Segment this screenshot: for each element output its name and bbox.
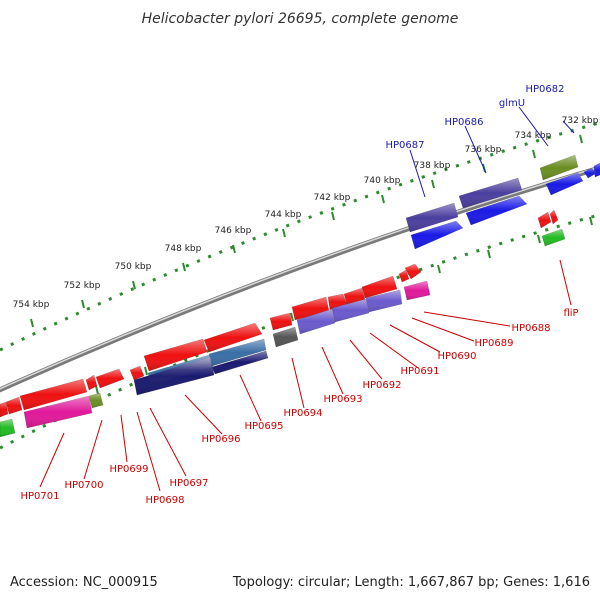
inner-tick-mark bbox=[144, 366, 148, 376]
gene-shade bbox=[366, 290, 402, 312]
gene-shade bbox=[538, 212, 551, 228]
gene-shade bbox=[273, 327, 298, 347]
gene-shade bbox=[270, 313, 292, 330]
label-hp0682: HP0682 bbox=[526, 84, 565, 95]
inner-tick-mark bbox=[537, 234, 541, 244]
label-flip: fliP bbox=[563, 308, 578, 319]
gene-shade bbox=[134, 357, 214, 395]
gene-shade bbox=[130, 366, 144, 380]
tick-label: 740 kbp bbox=[364, 176, 401, 186]
tick-label: 746 kbp bbox=[215, 226, 252, 236]
gene-shade bbox=[540, 155, 578, 180]
tick-label: 752 kbp bbox=[64, 281, 101, 291]
tick-mark bbox=[282, 228, 286, 238]
tick-mark bbox=[431, 179, 435, 189]
tick-mark bbox=[532, 149, 536, 159]
gene-shade bbox=[406, 203, 458, 232]
accession-text: Accession: NC_000915 bbox=[10, 575, 158, 590]
gene-shade bbox=[96, 369, 124, 388]
tick-label: 734 kbp bbox=[515, 131, 552, 141]
tick-label: 732 kbp bbox=[562, 116, 599, 126]
gene-shade bbox=[362, 276, 397, 298]
gene-shade bbox=[212, 351, 268, 374]
gene-shade bbox=[546, 173, 583, 195]
tick-mark bbox=[30, 318, 34, 328]
gene-shade bbox=[24, 396, 92, 428]
gene-shade bbox=[405, 264, 421, 279]
label-hp0697: HP0697 bbox=[170, 478, 209, 489]
label-hp0694: HP0694 bbox=[284, 408, 323, 419]
inner-dotted-track bbox=[0, 213, 600, 450]
label-hp0695: HP0695 bbox=[245, 421, 284, 432]
tick-label: 738 kbp bbox=[414, 161, 451, 171]
tick-mark bbox=[381, 194, 385, 204]
gene-shade bbox=[411, 221, 463, 249]
tick-label: 742 kbp bbox=[314, 193, 351, 203]
tick-mark bbox=[132, 280, 136, 290]
gene-shade bbox=[297, 309, 335, 334]
label-hp0698: HP0698 bbox=[146, 495, 185, 506]
gene-shade bbox=[332, 299, 369, 322]
label-hp0688: HP0688 bbox=[512, 323, 551, 334]
label-glmu: glmU bbox=[499, 98, 525, 109]
tick-label: 750 kbp bbox=[115, 262, 152, 272]
inner-tick-mark bbox=[437, 264, 441, 274]
inner-tick-mark bbox=[589, 216, 593, 226]
genome-backbone bbox=[0, 165, 600, 393]
label-hp0699: HP0699 bbox=[110, 464, 149, 475]
gene-shade bbox=[404, 281, 430, 300]
tick-mark bbox=[579, 134, 583, 144]
label-hp0687: HP0687 bbox=[386, 140, 425, 151]
label-hp0692: HP0692 bbox=[363, 380, 402, 391]
inner-tick-mark bbox=[95, 385, 99, 395]
tick-label: 736 kbp bbox=[465, 145, 502, 155]
gene-shade bbox=[584, 168, 595, 178]
gene-shade bbox=[6, 397, 22, 414]
genome-summary-text: Topology: circular; Length: 1,667,867 bp… bbox=[232, 575, 590, 590]
inner-tick-mark bbox=[290, 312, 294, 322]
gene-shade bbox=[89, 393, 103, 408]
label-hp0693: HP0693 bbox=[324, 394, 363, 405]
tick-mark bbox=[182, 262, 186, 272]
gene-shade bbox=[0, 402, 8, 417]
gene-shade bbox=[594, 163, 600, 177]
tick-mark bbox=[331, 211, 335, 221]
gene-shade bbox=[542, 229, 565, 246]
gene-shade bbox=[204, 323, 262, 352]
gene-shade bbox=[399, 270, 409, 282]
tick-mark bbox=[81, 299, 85, 309]
map-title: Helicobacter pylori 26695, complete geno… bbox=[142, 11, 459, 27]
tick-mark bbox=[232, 244, 236, 254]
tick-label: 744 kbp bbox=[265, 210, 302, 220]
label-hp0686: HP0686 bbox=[445, 117, 484, 128]
gene-shading bbox=[0, 155, 600, 437]
inner-tick-mark bbox=[487, 249, 491, 259]
label-hp0690: HP0690 bbox=[438, 351, 477, 362]
gene-shade bbox=[144, 339, 207, 371]
gene-shade bbox=[292, 297, 329, 320]
gene-shade bbox=[86, 375, 97, 390]
gene-shade bbox=[459, 178, 522, 208]
label-hp0701: HP0701 bbox=[21, 491, 60, 502]
gene-shade bbox=[0, 419, 15, 437]
label-hp0689: HP0689 bbox=[475, 338, 514, 349]
tick-label: 754 kbp bbox=[13, 300, 50, 310]
label-hp0700: HP0700 bbox=[65, 480, 104, 491]
label-hp0696: HP0696 bbox=[202, 434, 241, 445]
tick-label: 748 kbp bbox=[165, 244, 202, 254]
label-hp0691: HP0691 bbox=[401, 366, 440, 377]
leader-lines bbox=[39, 106, 575, 492]
gene-shade bbox=[466, 196, 527, 225]
gene-shade bbox=[209, 339, 266, 366]
gene-shade bbox=[20, 379, 87, 410]
genome-backbone-highlight bbox=[0, 166, 600, 390]
gene-shade bbox=[550, 210, 558, 224]
